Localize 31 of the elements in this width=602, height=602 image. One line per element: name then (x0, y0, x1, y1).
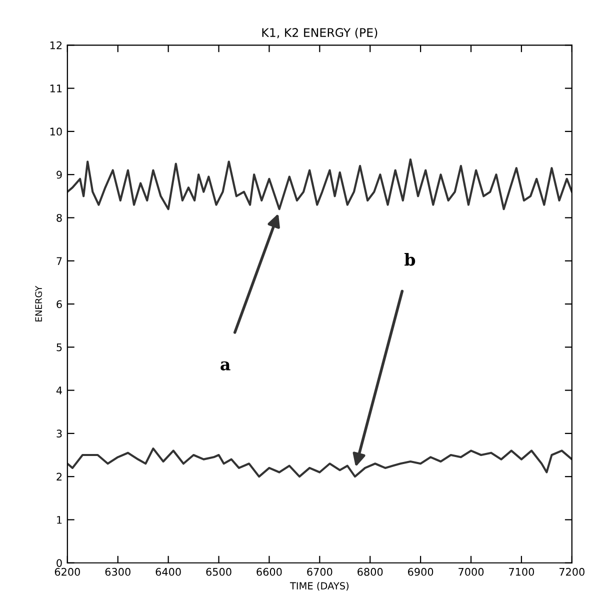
y-tick-label: 6 (56, 300, 62, 308)
y-tick-label: 2 (56, 472, 62, 481)
annotation: b (404, 252, 416, 266)
x-tick-label: 6700 (307, 568, 332, 576)
y-tick-label: 1 (57, 516, 62, 524)
chart-title: K1, K2 ENERGY (PE) (262, 28, 378, 38)
x-tick-label: 7200 (560, 568, 584, 576)
x-tick-label: 6800 (358, 568, 383, 576)
y-tick-label: 8 (56, 214, 62, 222)
x-tick-label: 6600 (256, 568, 282, 576)
y-tick-label: 3 (56, 430, 62, 438)
line-series (67, 447, 572, 478)
x-tick-label: 7000 (458, 568, 484, 576)
y-tick-label: 10 (50, 128, 62, 136)
y-tick-label: 5 (56, 344, 62, 352)
x-tick-label: 6500 (206, 568, 232, 576)
x-tick-label: 6900 (408, 568, 434, 576)
y-tick-label: 11 (50, 84, 62, 92)
y-tick-label: 4 (56, 386, 62, 394)
x-tick-label: 6200 (54, 568, 80, 576)
annotation: a (220, 361, 230, 370)
x-axis-title: TIME (DAYS) (290, 582, 348, 591)
y-tick-label: 7 (56, 257, 62, 265)
x-tick-label: 6400 (156, 568, 181, 576)
line-series (67, 158, 572, 210)
y-axis-title: ENERGY (35, 286, 42, 322)
y-tick-label: 12 (50, 41, 62, 50)
x-tick-label: 7100 (509, 568, 534, 576)
x-tick-label: 6300 (105, 568, 130, 576)
y-tick-label: 9 (56, 170, 62, 179)
y-tick-label: 0 (56, 559, 62, 567)
